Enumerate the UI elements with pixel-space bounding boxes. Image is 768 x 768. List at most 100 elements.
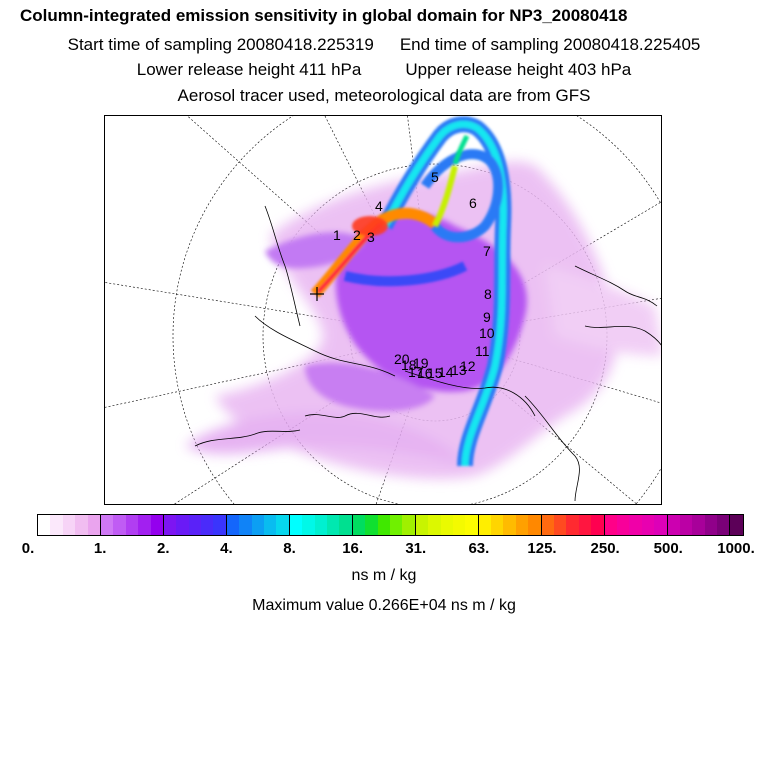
point-label-20: 20 xyxy=(394,351,410,367)
point-label-19: 19 xyxy=(413,355,429,371)
sensitivity-ring xyxy=(343,116,512,467)
colorbar-cell xyxy=(188,515,202,535)
colorbar-tick-label: 63. xyxy=(468,540,490,557)
colorbar-cell xyxy=(604,515,617,535)
release-heights: Lower release height 411 hPa Upper releas… xyxy=(0,60,768,80)
end-time: End time of sampling 20080418.225405 xyxy=(399,35,701,54)
colorbar-cell xyxy=(578,515,592,535)
colorbar-cell xyxy=(415,515,429,535)
colorbar-cell xyxy=(138,515,151,535)
colorbar-cell xyxy=(515,515,529,535)
colorbar-cell xyxy=(667,515,680,535)
colorbar-cell xyxy=(163,515,177,535)
colorbar-units: ns m / kg xyxy=(351,567,417,584)
sensitivity-core xyxy=(310,134,470,298)
colorbar-cell xyxy=(541,515,555,535)
map-panel: 1 2 3 4 5 6 7 8 9 10 11 12 13 14 15 16 1… xyxy=(104,115,662,505)
colorbar-cell xyxy=(239,515,252,535)
maximum-value: Maximum value 0.266E+04 ns m / kg xyxy=(252,597,516,614)
release-site-marker xyxy=(310,287,324,301)
colorbar-cell xyxy=(641,515,655,535)
colorbar-cell xyxy=(176,515,189,535)
colorbar-cell xyxy=(38,515,51,535)
colorbar-tick-label: 0. xyxy=(21,540,35,557)
point-label-17: 17 xyxy=(408,364,424,380)
colorbar-cell xyxy=(75,515,88,535)
colorbar-cell xyxy=(679,515,693,535)
colorbar-cell xyxy=(503,515,516,535)
lower-release-height: Lower release height 411 hPa xyxy=(136,60,362,79)
colorbar-cell xyxy=(452,515,466,535)
colorbar-cell xyxy=(704,515,718,535)
colorbar-cell xyxy=(440,515,453,535)
colorbar-cell xyxy=(314,515,327,535)
start-time: Start time of sampling 20080418.225319 xyxy=(67,35,374,54)
point-label-10: 10 xyxy=(479,325,495,341)
colorbar-tick-label: 1000. xyxy=(717,540,755,557)
colorbar-cell xyxy=(717,515,731,535)
point-label-7: 7 xyxy=(483,243,491,259)
colorbar-tick-label: 31. xyxy=(405,540,427,557)
colorbar-tick-label: 2. xyxy=(156,540,170,557)
colorbar-cell xyxy=(113,515,126,535)
colorbar-tick-label: 8. xyxy=(283,540,296,557)
colorbar-cell xyxy=(302,515,315,535)
polar-map: 1 2 3 4 5 6 7 8 9 10 11 12 13 14 15 16 1… xyxy=(105,116,661,504)
colorbar-cell xyxy=(276,515,290,535)
colorbar-cell xyxy=(554,515,567,535)
colorbar-cell xyxy=(339,515,353,535)
colorbar-cell xyxy=(654,515,668,535)
chart-title: Column-integrated emission sensitivity i… xyxy=(20,6,628,25)
colorbar-cell xyxy=(264,515,277,535)
colorbar-tick-label: 500. xyxy=(653,540,683,557)
colorbar-cell xyxy=(402,515,416,535)
colorbar-ticks: 0. 1. 2. 4. 8. 16. 31. 63. 125. 250. 500. 1000. xyxy=(0,540,768,560)
point-label-8: 8 xyxy=(484,286,492,302)
coastlines xyxy=(194,205,661,502)
point-label-14: 14 xyxy=(438,364,454,380)
point-label-12: 12 xyxy=(460,358,476,374)
colorbar-cell xyxy=(62,515,76,535)
colorbar-cell xyxy=(326,515,340,535)
colorbar-cell xyxy=(100,515,114,535)
colorbar-tick-label: 250. xyxy=(590,540,620,557)
point-label-5: 5 xyxy=(431,169,439,185)
colorbar-cell xyxy=(365,515,378,535)
colorbar-cell xyxy=(465,515,479,535)
point-label-3: 3 xyxy=(367,229,375,245)
colorbar-tick-label: 1. xyxy=(93,540,107,557)
sampling-times: Start time of sampling 20080418.225319 En… xyxy=(0,35,768,55)
colorbar-cell xyxy=(591,515,605,535)
colorbar-cell xyxy=(87,515,101,535)
colorbar-cell xyxy=(150,515,164,535)
point-label-2: 2 xyxy=(353,227,361,243)
point-label-6: 6 xyxy=(469,195,477,211)
point-label-18: 18 xyxy=(401,357,417,373)
colorbar-tick-label: 4. xyxy=(220,540,233,557)
colorbar-cell xyxy=(213,515,227,535)
colorbar-cell xyxy=(616,515,630,535)
colorbar-cell xyxy=(352,515,366,535)
colorbar-cell xyxy=(528,515,542,535)
point-label-11: 11 xyxy=(475,343,490,359)
colorbar-cell xyxy=(389,515,403,535)
aerosol-note: Aerosol tracer used, meteorological data… xyxy=(177,86,591,105)
upper-release-height: Upper release height 403 hPa xyxy=(405,60,632,79)
point-label-4: 4 xyxy=(375,198,383,214)
colorbar-cell xyxy=(478,515,492,535)
colorbar-cell xyxy=(201,515,214,535)
colorbar-cell xyxy=(566,515,579,535)
colorbar-cell xyxy=(377,515,390,535)
point-label-9: 9 xyxy=(483,309,491,325)
point-label-13: 13 xyxy=(451,362,467,378)
colorbar-cell xyxy=(428,515,441,535)
colorbar-tick-label: 125. xyxy=(527,540,557,557)
colorbar-cell xyxy=(730,515,743,535)
colorbar-cell xyxy=(125,515,139,535)
colorbar xyxy=(37,514,744,536)
point-label-15: 15 xyxy=(427,365,443,381)
colorbar-cell xyxy=(50,515,63,535)
colorbar-cell xyxy=(629,515,642,535)
colorbar-cell xyxy=(692,515,705,535)
point-label-1: 1 xyxy=(333,227,341,243)
